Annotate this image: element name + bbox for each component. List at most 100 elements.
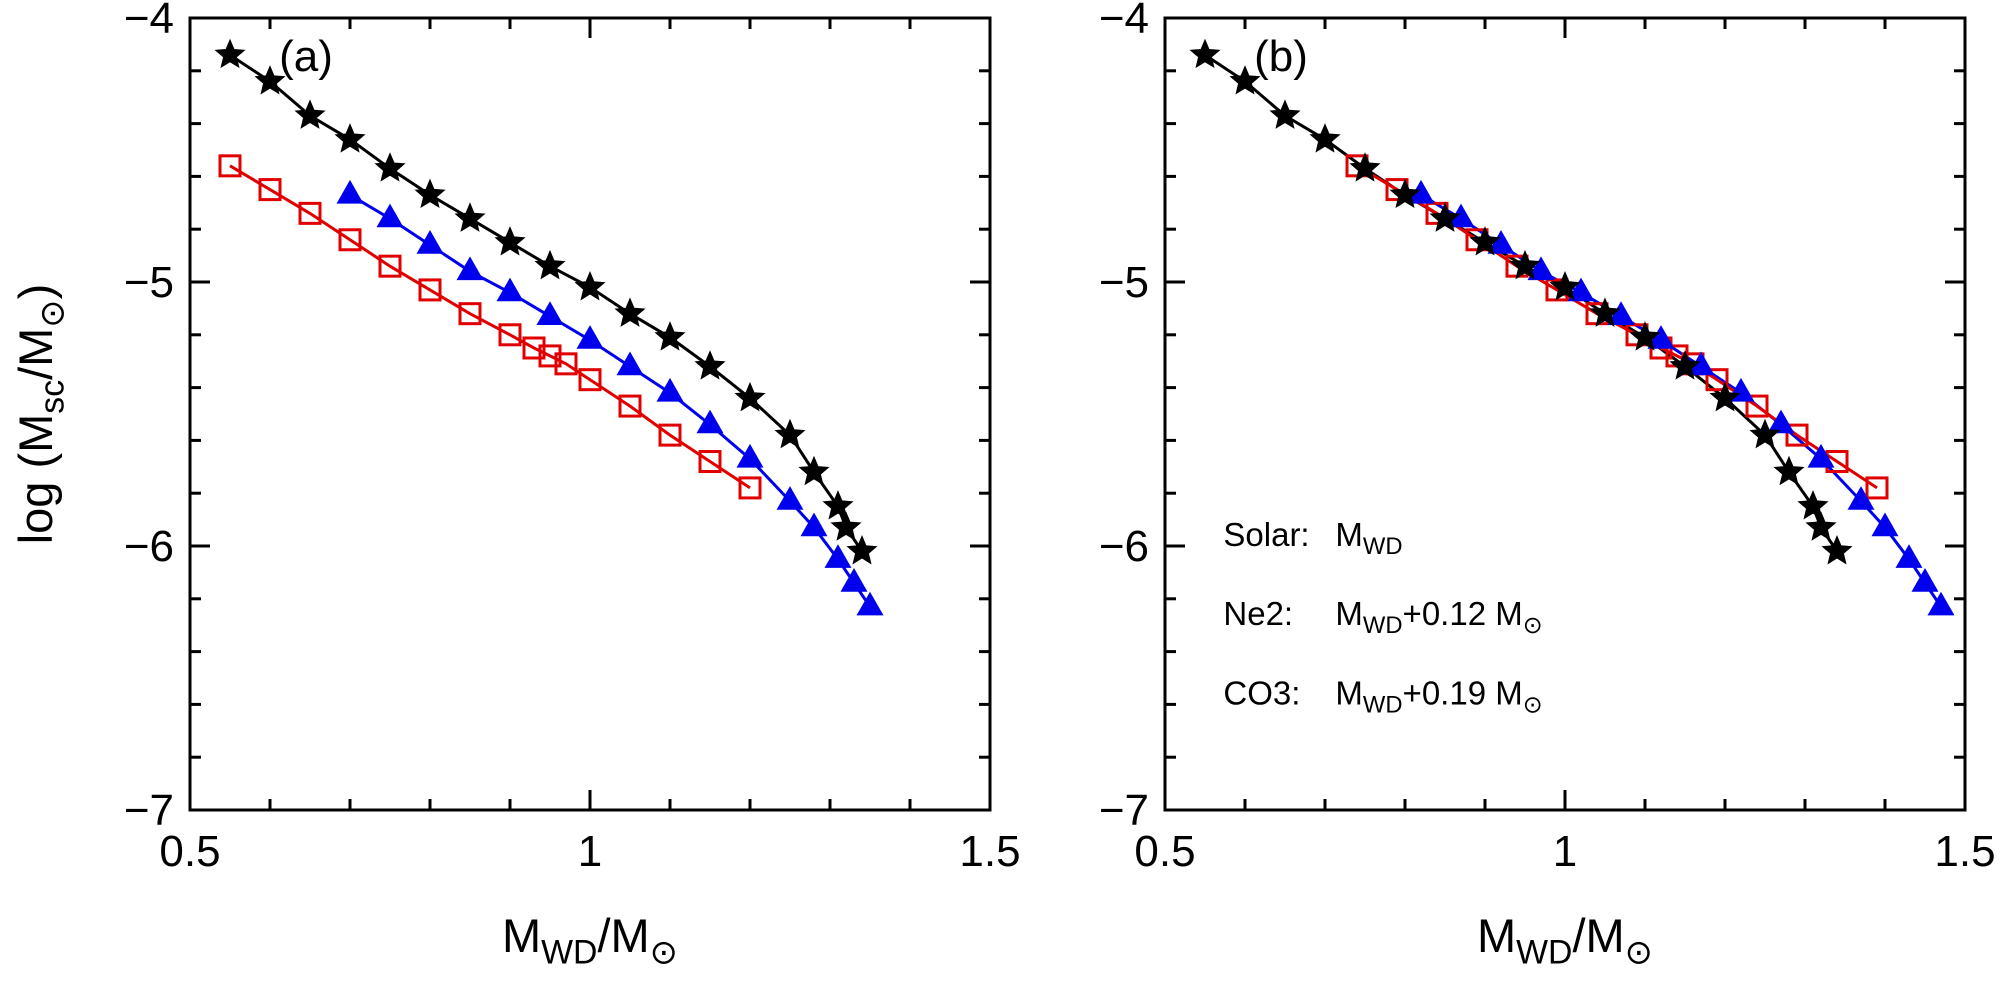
star-marker	[1509, 249, 1541, 280]
star-marker	[734, 381, 766, 412]
triangle-marker	[800, 512, 828, 537]
triangle-marker	[336, 179, 364, 204]
square-marker	[538, 344, 562, 368]
markers-Solar	[1189, 38, 1853, 565]
star-marker	[1269, 99, 1301, 129]
markers-Ne2	[1407, 179, 1955, 616]
square-marker	[218, 154, 242, 178]
star-marker	[694, 350, 726, 380]
x-tick-label: 1.5	[959, 827, 1020, 876]
triangle-marker	[1527, 256, 1555, 281]
triangle-marker	[616, 351, 644, 376]
legend-label: CO3:	[1223, 674, 1300, 711]
x-axis-title: MWD/M⊙	[502, 909, 678, 971]
star-marker	[414, 178, 446, 209]
legend-label: Solar:	[1223, 516, 1309, 553]
triangle-marker	[1911, 568, 1939, 592]
triangle-marker	[496, 277, 524, 302]
star-marker	[1549, 271, 1581, 301]
y-axis-title: log (Msc/M⊙)	[9, 284, 71, 545]
star-marker	[822, 490, 854, 520]
triangle-marker	[1767, 409, 1795, 434]
square-marker	[554, 352, 578, 376]
triangle-marker	[1447, 203, 1475, 228]
panel-label: (b)	[1254, 32, 1308, 81]
square-marker	[458, 302, 482, 326]
star-marker	[334, 123, 366, 153]
y-tick-label: −7	[1099, 786, 1149, 835]
star-marker	[1669, 350, 1701, 380]
triangle-marker	[576, 325, 604, 349]
line-Solar	[1204, 53, 1839, 553]
star-marker	[1469, 226, 1501, 256]
star-marker	[1821, 535, 1853, 565]
star-marker	[1797, 490, 1829, 520]
star-marker	[1429, 202, 1461, 232]
star-marker	[1805, 511, 1837, 541]
triangle-marker	[1407, 179, 1435, 204]
triangle-marker	[696, 409, 724, 434]
star-marker	[1389, 178, 1421, 209]
panel-label: (a)	[279, 32, 333, 81]
star-marker	[1189, 38, 1221, 69]
square-marker	[618, 394, 642, 418]
star-marker	[1773, 455, 1805, 486]
triangle-marker	[856, 591, 884, 616]
square-marker	[298, 201, 322, 225]
triangle-marker	[1871, 512, 1899, 537]
triangle-marker	[536, 301, 564, 325]
legend-value: MWD	[1335, 516, 1402, 560]
triangle-marker	[840, 568, 868, 592]
square-marker	[258, 178, 282, 202]
legend-value: MWD+0.12 M⊙	[1335, 595, 1542, 639]
y-tick-label: −4	[124, 0, 174, 43]
x-tick-label: 0.5	[1134, 827, 1195, 876]
star-marker	[1629, 321, 1661, 351]
star-marker	[254, 65, 286, 95]
star-marker	[846, 535, 878, 565]
triangle-marker	[1687, 351, 1715, 376]
x-tick-label: 1.5	[1934, 827, 1995, 876]
star-marker	[798, 455, 830, 486]
triangle-marker	[656, 377, 684, 402]
star-marker	[654, 321, 686, 351]
markers-CO3	[218, 154, 762, 500]
square-marker	[338, 228, 362, 252]
square-marker	[1745, 394, 1769, 418]
y-tick-label: −7	[124, 786, 174, 835]
markers-CO3	[1345, 154, 1889, 500]
star-marker	[214, 38, 246, 69]
triangle-marker	[776, 486, 804, 510]
x-tick-label: 1	[1553, 827, 1577, 876]
square-marker	[698, 450, 722, 474]
triangle-marker	[1607, 301, 1635, 325]
star-marker	[1589, 297, 1621, 327]
star-marker	[1229, 65, 1261, 95]
triangle-marker	[376, 203, 404, 228]
star-marker	[1749, 418, 1781, 449]
plot-frame	[188, 16, 992, 812]
legend-value: MWD+0.19 M⊙	[1335, 674, 1542, 718]
triangle-marker	[456, 256, 484, 281]
triangle-marker	[1847, 486, 1875, 510]
ticks	[188, 16, 992, 812]
star-marker	[1309, 123, 1341, 153]
y-tick-label: −6	[124, 522, 174, 571]
triangle-marker	[1567, 277, 1595, 302]
star-marker	[1349, 152, 1381, 182]
triangle-marker	[1927, 591, 1955, 616]
square-marker	[738, 476, 762, 500]
square-marker	[1865, 476, 1889, 500]
triangle-marker	[1895, 544, 1923, 568]
square-marker	[378, 254, 402, 278]
x-tick-label: 0.5	[159, 827, 220, 876]
square-marker	[522, 336, 546, 360]
triangle-marker	[1807, 443, 1835, 468]
square-marker	[578, 368, 602, 392]
line-CO3	[229, 164, 751, 490]
markers-Solar	[214, 38, 878, 565]
star-marker	[574, 271, 606, 301]
triangle-marker	[1487, 230, 1515, 254]
